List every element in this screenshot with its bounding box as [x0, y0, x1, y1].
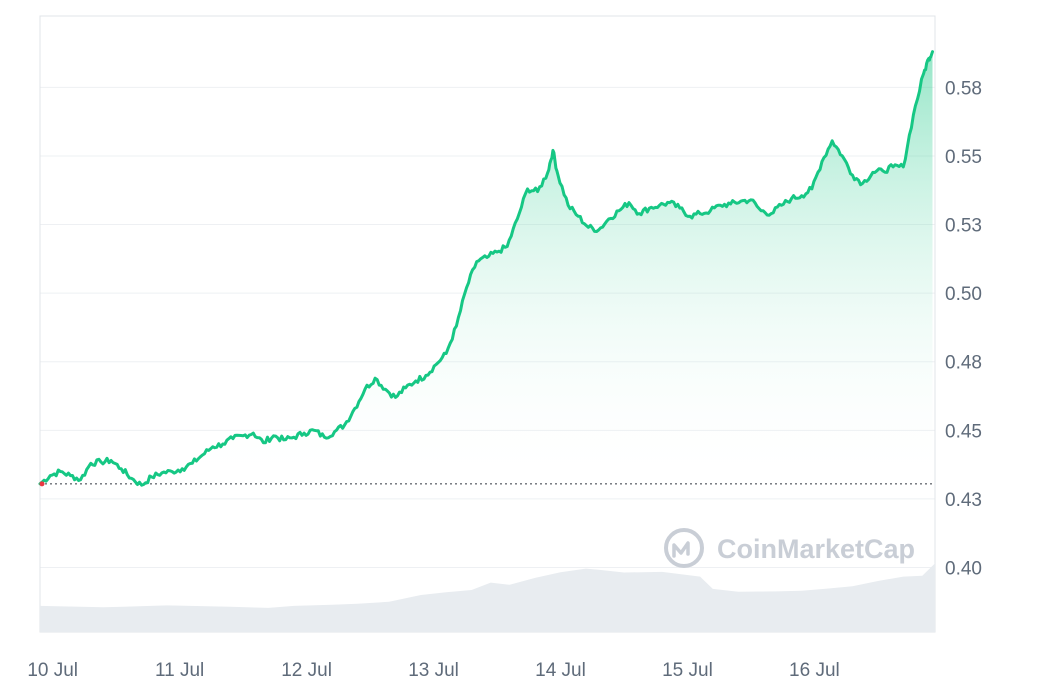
y-tick-label: 0.43: [945, 490, 982, 511]
y-tick-label: 0.50: [945, 284, 982, 305]
x-tick-label: 12 Jul: [281, 660, 332, 681]
y-tick-label: 0.40: [945, 559, 982, 580]
watermark: CoinMarketCap: [664, 528, 915, 568]
y-tick-label: 0.45: [945, 421, 982, 442]
x-tick-label: 11 Jul: [155, 660, 204, 681]
x-tick-label: 10 Jul: [27, 660, 78, 681]
x-tick-label: 16 Jul: [789, 660, 840, 681]
y-axis-labels: 0.40 0.43 0.45 0.48 0.50 0.53 0.55 0.58: [945, 78, 982, 579]
x-tick-label: 14 Jul: [535, 660, 586, 681]
price-area-fill: [40, 51, 933, 486]
x-tick-label: 13 Jul: [408, 660, 459, 681]
coinmarketcap-logo-icon: [664, 528, 704, 568]
volume-area: [40, 563, 935, 632]
x-axis-labels: 10 Jul 11 Jul 12 Jul 13 Jul 14 Jul 15 Jul 16 J…: [27, 660, 839, 681]
watermark-text: CoinMarketCap: [717, 534, 915, 564]
y-tick-label: 0.53: [945, 216, 982, 237]
y-tick-label: 0.58: [945, 78, 982, 99]
x-tick-label: 15 Jul: [662, 660, 713, 681]
y-tick-label: 0.48: [945, 353, 982, 374]
open-price-marker: [39, 481, 45, 487]
price-line: [38, 50, 934, 487]
y-tick-label: 0.55: [945, 147, 982, 168]
